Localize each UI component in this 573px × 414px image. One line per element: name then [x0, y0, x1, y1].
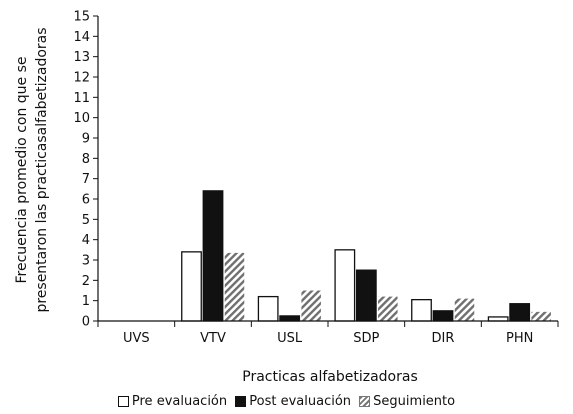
- bar-seguimiento-vtv: [224, 252, 245, 321]
- bar-post-sdp: [355, 269, 377, 322]
- legend-label-post: Post evaluación: [249, 394, 352, 409]
- legend-swatch-pre: [117, 396, 129, 407]
- legend-item-post: Post evaluación: [235, 394, 351, 409]
- y-tick-label: 5: [82, 213, 90, 228]
- y-tick-label: 6: [82, 193, 90, 208]
- legend-swatch-seguimiento: [359, 396, 371, 407]
- bar-seguimiento-phn: [531, 311, 551, 321]
- y-tick-label: 7: [82, 172, 90, 187]
- bar-post-dir: [432, 310, 454, 322]
- y-tick-label: 3: [82, 254, 90, 269]
- x-tick-label: PHN: [506, 331, 533, 346]
- x-tick-label: UVS: [123, 331, 150, 346]
- bar-post-usl: [279, 315, 301, 322]
- x-tick-label: USL: [277, 331, 303, 346]
- bar-post-vtv: [202, 190, 224, 322]
- y-tick-label: 9: [82, 132, 90, 147]
- bar-pre-dir: [411, 298, 432, 322]
- x-tick-label: SDP: [353, 331, 379, 346]
- legend-item-pre: Pre evaluación: [117, 394, 228, 409]
- y-tick-label: 4: [82, 233, 90, 248]
- y-tick-label: 10: [73, 111, 90, 126]
- y-tick-label: 0: [82, 315, 90, 330]
- y-tick-label: 15: [73, 10, 90, 25]
- x-axis-title: Practicas alfabetizadoras: [242, 369, 418, 385]
- bar-pre-phn: [487, 316, 509, 322]
- y-tick-label: 13: [73, 50, 90, 65]
- y-tick-label: 1: [82, 294, 90, 309]
- bar-pre-vtv: [181, 251, 202, 322]
- y-tick-label: 8: [82, 152, 90, 167]
- bar-seguimiento-usl: [301, 290, 321, 321]
- y-tick-label: 11: [73, 91, 90, 106]
- legend-swatch-post: [235, 396, 247, 407]
- y-axis-title-line-1: Frecuencia promedio con que se: [14, 56, 30, 283]
- bar-post-phn: [509, 303, 531, 322]
- bar-seguimiento-dir: [454, 298, 475, 321]
- bar-pre-sdp: [334, 249, 356, 322]
- bar-seguimiento-sdp: [378, 296, 398, 321]
- x-tick-label: DIR: [432, 331, 455, 346]
- legend-item-seguimiento: Seguimiento: [359, 394, 455, 409]
- x-tick-label: VTV: [200, 331, 226, 346]
- legend-label-pre: Pre evaluación: [131, 394, 228, 409]
- y-axis-title-line-2: presentaron las practicasalfabetizadoras: [34, 27, 50, 312]
- legend: Pre evaluación Post evaluación Seguimien…: [0, 394, 573, 411]
- bar-pre-usl: [257, 295, 279, 322]
- y-tick-label: 14: [73, 30, 90, 45]
- y-tick-label: 2: [82, 274, 90, 289]
- legend-label-seguimiento: Seguimiento: [373, 394, 456, 409]
- y-tick-label: 12: [73, 71, 90, 86]
